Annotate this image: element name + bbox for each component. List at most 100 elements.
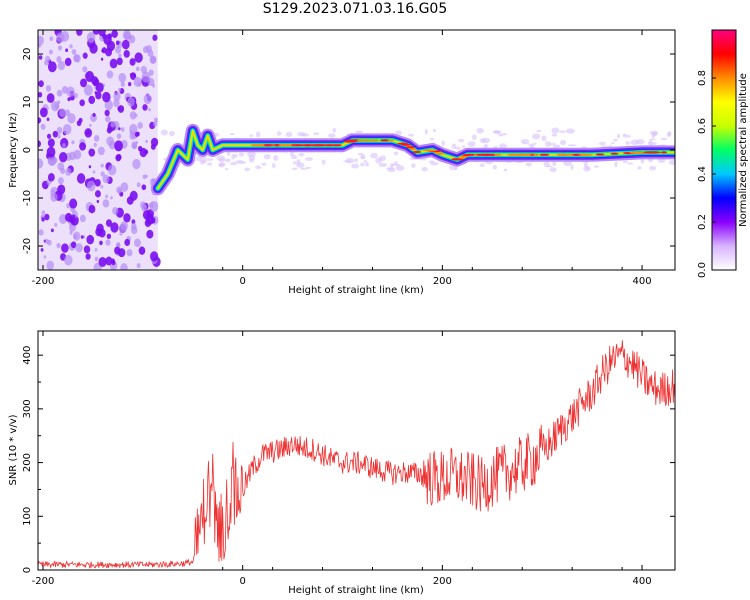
noise-speckle <box>94 190 101 198</box>
noise-speckle <box>118 127 121 131</box>
chart-title: S129.2023.071.03.16.G05 <box>262 1 448 17</box>
noise-speckle <box>59 108 66 118</box>
halo-speckle <box>370 152 378 159</box>
ridge-hotspot <box>652 151 659 154</box>
noise-speckle <box>152 34 158 41</box>
halo-speckle <box>552 161 557 167</box>
noise-speckle <box>138 246 146 255</box>
colorbar-tick-label: 0.2 <box>697 214 708 230</box>
halo-speckle <box>549 167 557 173</box>
ridge-band <box>150 123 675 196</box>
noise-speckle <box>135 66 140 72</box>
halo-speckle <box>227 151 231 157</box>
noise-speckle <box>137 122 143 129</box>
halo-speckle <box>421 166 429 172</box>
noise-speckle <box>124 238 131 247</box>
halo-speckle <box>430 162 439 166</box>
noise-speckle <box>118 87 121 92</box>
halo-speckle <box>199 159 206 165</box>
noise-speckle <box>38 158 44 169</box>
ridge-hotspot <box>331 144 342 147</box>
noise-speckle <box>117 105 125 113</box>
noise-speckle <box>116 154 122 161</box>
noise-speckle <box>64 254 73 266</box>
noise-speckle <box>61 243 69 253</box>
noise-speckle <box>46 146 56 158</box>
noise-speckle <box>129 190 138 201</box>
noise-speckle <box>148 202 154 209</box>
halo-speckle <box>570 164 574 170</box>
snr-series-line <box>38 340 675 569</box>
halo-speckle <box>230 161 238 166</box>
noise-speckle <box>136 263 141 269</box>
noise-speckle <box>54 222 58 227</box>
halo-speckle <box>461 145 466 149</box>
snr-frame <box>37 330 676 571</box>
noise-speckle <box>80 235 84 239</box>
ridge-hotspot <box>263 144 272 147</box>
noise-speckle <box>129 73 133 77</box>
noise-speckle <box>100 57 104 61</box>
noise-speckle <box>93 78 100 86</box>
halo-speckle <box>408 133 414 137</box>
noise-speckle <box>141 184 147 191</box>
halo-speckle <box>238 152 245 157</box>
halo-speckle <box>224 168 229 171</box>
snr-xlabel: Height of straight line (km) <box>288 585 424 596</box>
halo-speckle <box>613 138 618 142</box>
halo-speckle <box>492 164 497 170</box>
halo-speckle <box>395 165 405 171</box>
y-tick-label: 100 <box>22 507 33 526</box>
noise-speckle <box>145 44 152 53</box>
ridge-hotspot <box>412 150 422 154</box>
noise-speckle <box>120 263 128 270</box>
halo-speckle <box>599 141 606 146</box>
noise-speckle <box>96 199 100 204</box>
halo-speckle <box>649 165 657 171</box>
colorbar-label: Normalized spectral amplitude <box>738 73 749 227</box>
noise-speckle <box>47 61 57 73</box>
noise-speckle <box>105 256 113 266</box>
x-tick-label: 400 <box>633 576 652 587</box>
noise-speckle <box>105 194 109 199</box>
halo-speckle <box>354 130 364 134</box>
noise-speckle <box>75 243 83 253</box>
halo-speckle <box>499 143 507 149</box>
halo-speckle <box>305 157 314 161</box>
halo-speckle <box>551 127 560 134</box>
noise-speckle <box>113 92 121 101</box>
halo-speckle <box>563 160 573 167</box>
noise-speckle <box>65 168 72 176</box>
halo-speckle <box>233 153 238 159</box>
halo-speckle <box>429 137 435 141</box>
halo-speckle <box>255 131 261 138</box>
noise-speckle <box>126 249 133 257</box>
noise-speckle <box>80 78 88 88</box>
noise-speckle <box>38 117 42 124</box>
halo-speckle <box>351 163 359 169</box>
colorbar-tick-label: 0.8 <box>697 70 708 86</box>
noise-speckle <box>94 248 98 252</box>
halo-speckle <box>393 151 399 156</box>
y-tick-label: 200 <box>22 453 33 472</box>
halo-speckle <box>498 133 504 137</box>
noise-speckle <box>71 48 77 55</box>
noise-speckle <box>115 46 122 54</box>
noise-speckle <box>38 229 44 236</box>
noise-speckle <box>150 217 156 224</box>
halo-speckle <box>432 128 437 133</box>
halo-speckle <box>622 134 632 138</box>
halo-speckle <box>551 133 558 137</box>
noise-speckle <box>104 109 110 117</box>
halo-speckle <box>593 165 599 168</box>
noise-speckle <box>152 83 155 88</box>
noise-speckle <box>127 81 132 87</box>
noise-speckle <box>45 239 49 244</box>
halo-speckle <box>559 130 566 134</box>
colorbar: 0.0 0.2 0.4 0.6 0.8 Normalized spectral ampl… <box>697 29 749 278</box>
halo-speckle <box>332 128 337 133</box>
noise-speckle <box>89 43 98 54</box>
halo-speckle <box>666 131 671 137</box>
x-tick-label: 400 <box>633 276 652 287</box>
noise-speckle <box>120 221 128 231</box>
